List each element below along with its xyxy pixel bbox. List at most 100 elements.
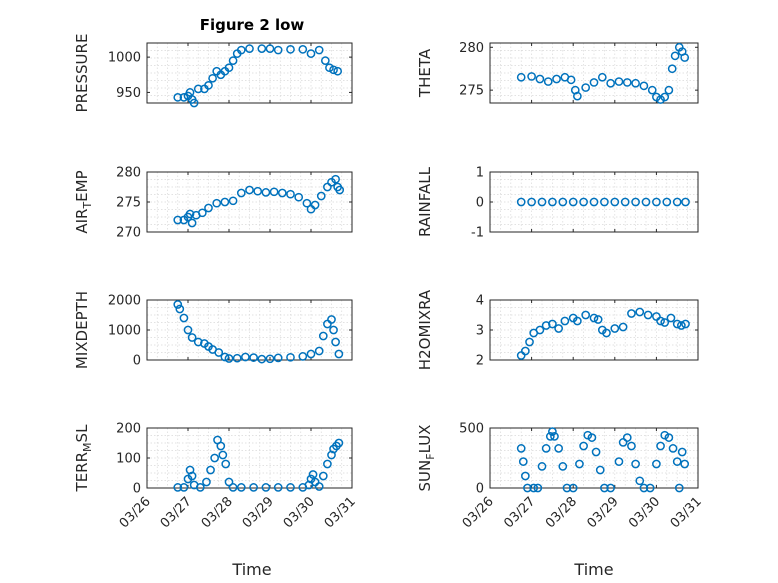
data-point <box>600 483 609 493</box>
data-point <box>516 72 526 82</box>
data-point <box>224 477 234 487</box>
data-point <box>334 438 344 448</box>
data-point <box>314 45 324 55</box>
data-point <box>323 459 332 469</box>
data-point <box>587 433 597 442</box>
data-point <box>600 197 609 207</box>
data-point <box>579 197 588 207</box>
data-point <box>560 316 570 326</box>
data-point <box>527 72 536 81</box>
data-point <box>224 354 234 363</box>
data-point <box>589 313 599 323</box>
data-point <box>668 444 678 453</box>
axes-box <box>146 42 353 104</box>
data-point <box>236 45 246 55</box>
data-point <box>232 353 242 363</box>
data-point <box>614 77 624 86</box>
data-point <box>639 483 649 493</box>
y-axis-label: PRESSURE <box>73 34 91 113</box>
figure-title: Figure 2 low <box>200 16 305 34</box>
data-point <box>257 44 267 53</box>
data-point <box>265 44 275 53</box>
data-point <box>545 432 555 441</box>
y-tick-label: 275 <box>459 84 484 99</box>
y-tick-label: 0 <box>476 196 484 211</box>
data-point <box>198 208 207 218</box>
y-axis-label: TERRMSL <box>73 424 94 493</box>
x-tick-label: 03/26 <box>117 494 154 531</box>
subplot-sun_flux: 0 500 03/26 03/27 03/28 03/29 03/30 03/31 SUNFLU… <box>416 422 705 532</box>
data-point <box>224 63 234 73</box>
data-point <box>656 316 665 326</box>
data-point <box>220 352 230 362</box>
data-point <box>529 483 539 493</box>
x-axis-label-right: Time <box>573 560 613 579</box>
data-point <box>643 310 653 320</box>
data-point <box>306 49 316 58</box>
data-point <box>253 186 263 196</box>
data-point <box>575 459 584 469</box>
data-point <box>302 198 312 208</box>
x-tick-label: 03/27 <box>158 494 195 531</box>
data-point <box>597 72 607 82</box>
data-point <box>674 483 684 493</box>
data-point <box>187 471 197 481</box>
data-point <box>334 349 344 359</box>
data-point <box>261 483 271 492</box>
y-tick-label: 500 <box>459 422 484 437</box>
data-point <box>548 319 557 329</box>
data-point <box>589 78 599 87</box>
data-point <box>314 482 324 491</box>
data-point <box>667 64 677 74</box>
data-point <box>610 324 620 333</box>
data-point <box>210 453 219 463</box>
y-tick-label: 0 <box>133 354 141 369</box>
data-point <box>206 465 215 475</box>
data-point <box>622 78 632 87</box>
data-point <box>329 65 338 75</box>
x-tick-label: 03/27 <box>501 494 538 531</box>
data-point <box>521 471 530 481</box>
y-tick-label: 0 <box>133 482 141 497</box>
data-point <box>662 197 672 207</box>
subplot-rainfall: -1 0 1 RAINFALL <box>416 166 699 241</box>
data-point <box>554 324 563 333</box>
data-point <box>228 196 238 206</box>
y-tick-label: 1000 <box>108 51 141 66</box>
data-point <box>286 483 295 492</box>
data-point <box>537 462 547 471</box>
data-point <box>321 56 330 65</box>
data-point <box>680 53 690 62</box>
data-point <box>660 92 670 102</box>
data-point <box>568 197 578 207</box>
data-point <box>591 447 601 457</box>
data-point <box>554 444 563 453</box>
data-point <box>618 438 628 447</box>
data-point <box>314 346 324 356</box>
data-point <box>335 185 345 195</box>
data-point <box>310 200 320 210</box>
data-point <box>562 483 572 493</box>
y-tick-label: 0 <box>476 482 484 497</box>
data-point <box>273 483 283 492</box>
subplot-h2omixra: 2 3 4 H2OMIXRA <box>416 289 699 370</box>
x-tick-label: 03/29 <box>240 494 277 531</box>
data-point <box>680 459 690 469</box>
data-point <box>681 197 690 207</box>
x-tick-label: 03/30 <box>281 494 318 531</box>
data-point <box>208 73 217 83</box>
data-point <box>273 353 283 363</box>
data-point <box>179 313 189 323</box>
x-tick-label: 03/26 <box>460 494 497 531</box>
data-point <box>635 476 645 486</box>
subplot-pressure: 950 1000 PRESSURE <box>73 34 353 113</box>
data-point <box>187 218 197 228</box>
data-point <box>189 98 199 108</box>
data-point <box>664 85 674 95</box>
y-axis-label: RAINFALL <box>416 166 434 237</box>
data-point <box>579 441 588 451</box>
data-point <box>543 77 553 86</box>
data-point <box>179 93 189 102</box>
data-point <box>606 78 615 88</box>
